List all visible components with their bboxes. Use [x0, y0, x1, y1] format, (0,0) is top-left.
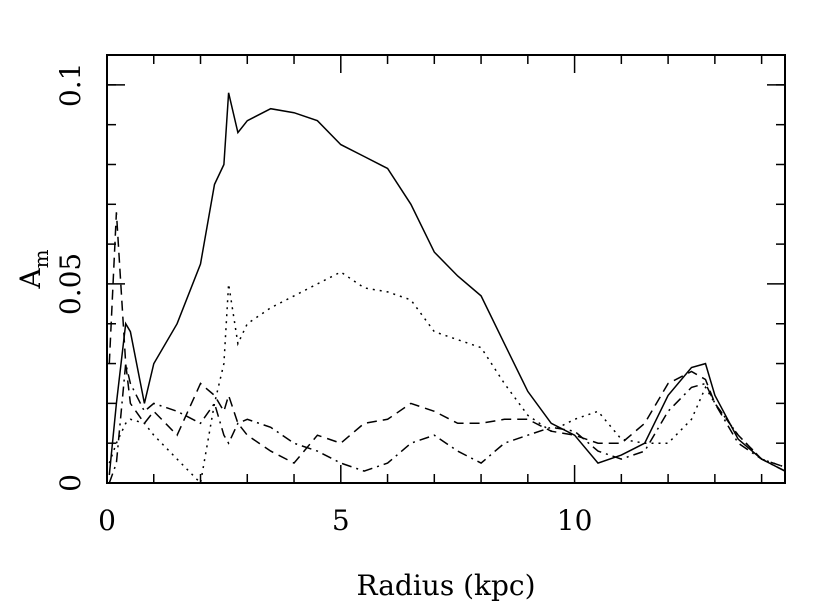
y-tick-label: 0	[54, 474, 87, 492]
y-axis-label-group: Am	[14, 249, 53, 289]
x-tick-label: 0	[98, 504, 116, 537]
x-tick-label: 10	[557, 504, 593, 537]
x-tick-label: 5	[332, 504, 350, 537]
plot-frame	[106, 54, 786, 484]
y-axis-label: Am	[14, 249, 53, 289]
series-line	[108, 271, 786, 485]
y-tick-label: 0.1	[54, 63, 87, 108]
series-line	[108, 212, 786, 468]
series-line	[108, 363, 786, 484]
y-axis-label-sub: m	[29, 249, 53, 268]
series-line	[108, 92, 786, 476]
x-axis-label: Radius (kpc)	[356, 569, 535, 602]
y-axis-label-main: A	[14, 268, 47, 290]
y-tick-label: 0.05	[54, 253, 87, 315]
